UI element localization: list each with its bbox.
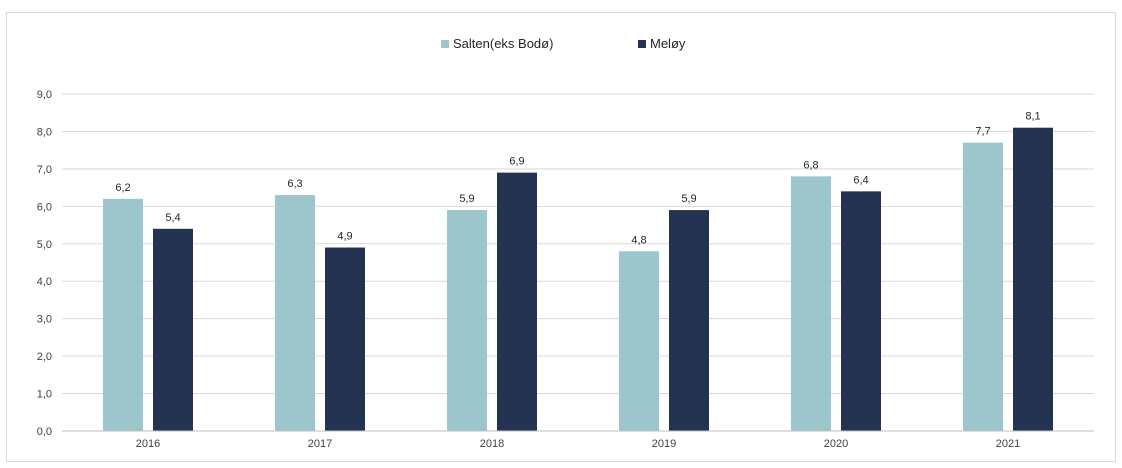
data-label: 5,9 <box>681 193 696 205</box>
data-label: 6,4 <box>853 174 868 186</box>
x-tick-label: 2016 <box>136 438 160 450</box>
gridlines <box>62 93 1094 395</box>
bars: 6,2 5,4 6,3 4,9 5,9 6,9 4,8 5,9 6,8 6,4 7,7 8,1 <box>103 111 1053 431</box>
y-tick-label: 9,0 <box>37 89 52 101</box>
data-label: 8,1 <box>1025 111 1040 123</box>
y-tick-label: 1,0 <box>37 389 52 401</box>
y-tick-label: 5,0 <box>37 239 52 251</box>
legend-swatch-salten <box>441 40 449 48</box>
data-label: 6,3 <box>287 178 302 190</box>
y-tick-label: 4,0 <box>37 276 52 288</box>
data-label: 5,4 <box>165 212 180 224</box>
bar-meloy-2017 <box>325 247 365 431</box>
bar-meloy-2019 <box>669 210 709 431</box>
data-label: 4,9 <box>337 231 352 243</box>
y-tick-label: 6,0 <box>37 201 52 213</box>
bar-salten-2020 <box>791 176 831 431</box>
y-tick-label: 2,0 <box>37 351 52 363</box>
legend-swatch-meloy <box>638 40 646 48</box>
bar-salten-2018 <box>447 210 487 431</box>
legend-label-meloy: Meløy <box>650 36 686 51</box>
data-label: 6,9 <box>509 156 524 168</box>
data-label: 6,2 <box>115 182 130 194</box>
bar-meloy-2016 <box>153 228 193 431</box>
bar-salten-2021 <box>963 142 1003 431</box>
data-label: 7,7 <box>975 126 990 138</box>
bar-salten-2017 <box>275 195 315 431</box>
y-tick-label: 3,0 <box>37 314 52 326</box>
legend-label-salten: Salten(eks Bodø) <box>453 36 553 51</box>
x-tick-label: 2017 <box>308 438 332 450</box>
bar-salten-2016 <box>103 198 143 431</box>
x-tick-label: 2020 <box>824 438 848 450</box>
bar-meloy-2020 <box>841 191 881 431</box>
x-tick-label: 2021 <box>996 438 1020 450</box>
bar-meloy-2018 <box>497 172 537 431</box>
y-axis: 0,0 1,0 2,0 3,0 4,0 5,0 6,0 7,0 8,0 9,0 <box>37 89 52 438</box>
x-tick-label: 2018 <box>480 438 504 450</box>
x-tick-label: 2019 <box>652 438 676 450</box>
legend: Salten(eks Bodø) Meløy <box>441 36 686 51</box>
y-tick-label: 7,0 <box>37 164 52 176</box>
data-label: 5,9 <box>459 193 474 205</box>
data-label: 4,8 <box>631 234 646 246</box>
y-tick-label: 0,0 <box>37 426 52 438</box>
bar-meloy-2021 <box>1013 127 1053 431</box>
y-tick-label: 8,0 <box>37 126 52 138</box>
bar-salten-2019 <box>619 251 659 431</box>
x-axis: 2016 2017 2018 2019 2020 2021 <box>62 430 1094 450</box>
data-label: 6,8 <box>803 159 818 171</box>
